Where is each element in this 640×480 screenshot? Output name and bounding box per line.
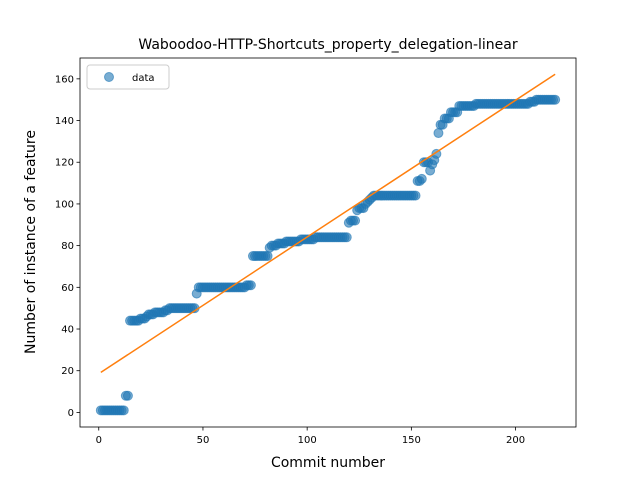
legend-marker-data — [105, 73, 114, 82]
x-axis-label: Commit number — [271, 455, 385, 471]
y-tick-label: 140 — [55, 116, 74, 127]
data-point — [123, 391, 132, 400]
y-tick-label: 120 — [55, 158, 74, 169]
plot-area — [80, 58, 576, 427]
x-tick-label: 50 — [197, 435, 210, 446]
y-tick-label: 60 — [61, 283, 74, 294]
data-point — [246, 281, 255, 290]
data-point — [417, 174, 426, 183]
x-tick-label: 0 — [96, 435, 102, 446]
data-point — [119, 406, 128, 415]
legend-box — [87, 65, 169, 89]
y-tick-label: 40 — [61, 325, 74, 336]
x-tick-label: 100 — [298, 435, 317, 446]
data-point — [551, 95, 560, 104]
data-point — [351, 216, 360, 225]
data-point — [263, 252, 272, 261]
x-tick-label: 150 — [402, 435, 421, 446]
y-axis-label: Number of instance of a feature — [23, 130, 39, 354]
y-tick-label: 160 — [55, 74, 74, 85]
chart-title: Waboodoo-HTTP-Shortcuts_property_delegat… — [138, 37, 517, 53]
legend: data — [87, 65, 169, 89]
y-tick-label: 0 — [68, 408, 74, 419]
legend-label-data: data — [132, 73, 155, 84]
y-tick-label: 100 — [55, 199, 74, 210]
y-tick-label: 20 — [61, 366, 74, 377]
data-point — [342, 233, 351, 242]
data-point — [411, 191, 420, 200]
x-tick-label: 200 — [506, 435, 525, 446]
data-point — [434, 129, 443, 138]
y-tick-label: 80 — [61, 241, 74, 252]
